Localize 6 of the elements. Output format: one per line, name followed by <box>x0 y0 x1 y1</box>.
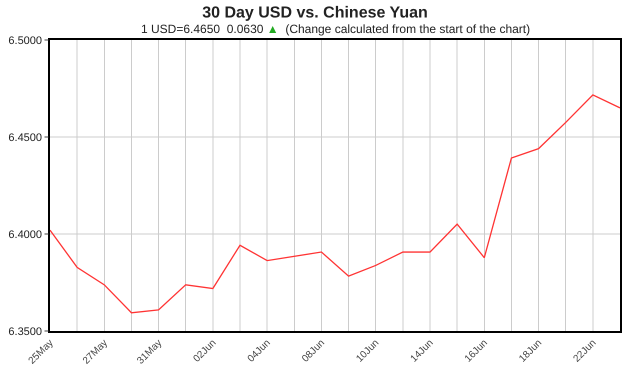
chart-title: 30 Day USD vs. Chinese Yuan <box>202 4 428 22</box>
y-tick-label: 6.5000 <box>8 34 42 47</box>
y-tick-label: 6.4000 <box>8 228 42 241</box>
y-tick-label: 6.4500 <box>8 132 42 144</box>
y-tick-label: 6.3500 <box>8 326 42 338</box>
chart-subtitle: 1 USD=6.4650 0.0630 ▲ (Change calculated from the start of the chart) <box>141 22 530 36</box>
